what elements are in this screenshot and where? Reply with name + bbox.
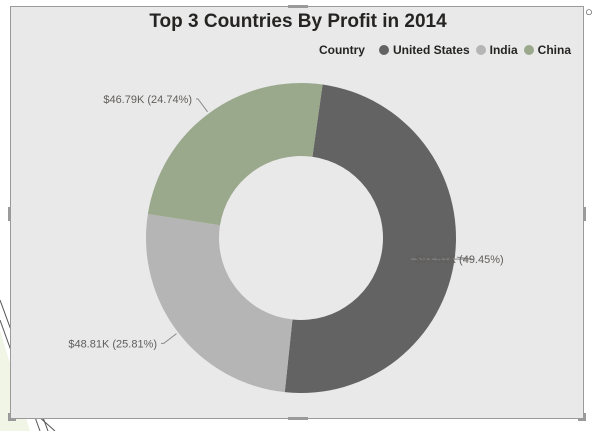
legend-dot-icon <box>475 45 486 55</box>
donut-slice-china[interactable] <box>147 83 323 226</box>
chart-visual[interactable]: Top 3 Countries By Profit in 2014 Countr… <box>8 5 586 421</box>
legend-item-china[interactable]: China <box>523 43 571 57</box>
leader-line-china <box>196 98 208 113</box>
data-label-china: $46.79K (24.74%) <box>103 94 192 106</box>
focus-mode-icon[interactable]: ○ <box>585 4 593 19</box>
resize-handle-left[interactable] <box>8 207 11 221</box>
legend-title: Country <box>318 43 365 57</box>
legend-item-india[interactable]: India <box>475 43 518 57</box>
donut-slice-united-states[interactable] <box>284 84 456 393</box>
leader-line-united-states <box>411 256 473 260</box>
data-label-united-states: $93.51K (49.45%) <box>415 254 504 266</box>
legend-item-united-states[interactable]: United States <box>378 43 470 57</box>
resize-handle-bottom[interactable] <box>288 417 308 420</box>
donut-chart: $93.51K (49.45%) $48.81K (25.81%) $46.79K … <box>68 83 504 393</box>
resize-handle-corner-bl[interactable] <box>8 413 16 421</box>
chart-title: Top 3 Countries By Profit in 2014 <box>149 11 447 32</box>
legend-label: China <box>537 43 571 57</box>
resize-handle-corner-br[interactable] <box>578 413 586 421</box>
donut-slice-india[interactable] <box>146 213 293 393</box>
leader-line-india <box>161 333 177 344</box>
legend-dot-icon <box>378 45 389 55</box>
resize-handle-top[interactable] <box>288 5 308 8</box>
resize-handle-right[interactable] <box>583 207 586 221</box>
data-label-india: $48.81K (25.81%) <box>68 338 157 350</box>
legend-label: United States <box>392 43 470 57</box>
legend: Country United States India China <box>319 43 571 57</box>
legend-dot-icon <box>523 45 534 55</box>
legend-label: India <box>489 43 518 57</box>
